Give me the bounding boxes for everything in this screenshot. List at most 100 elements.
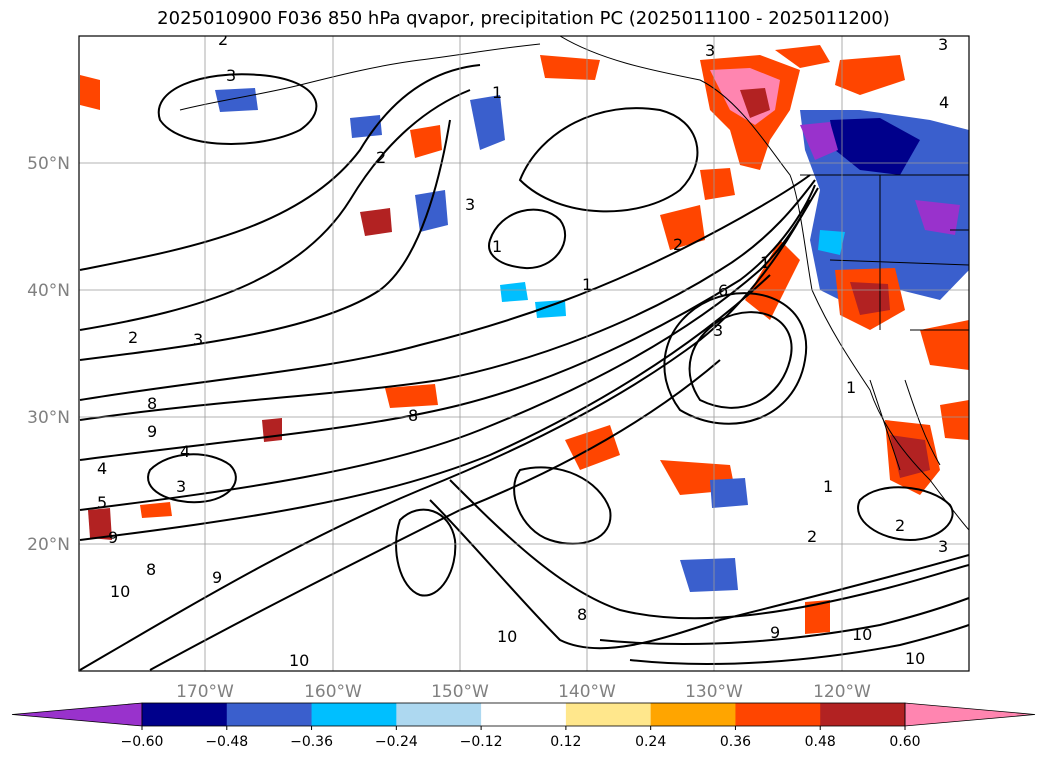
contour-line bbox=[147, 453, 237, 504]
contour-label: 9 bbox=[108, 528, 118, 547]
contour-label: 2 bbox=[673, 235, 683, 254]
precip-positive-region bbox=[835, 55, 905, 95]
coastline-alaska-chain bbox=[179, 43, 541, 111]
colorbar-segment bbox=[650, 703, 736, 726]
precip-positive-region bbox=[385, 384, 438, 408]
lon-label: 140°W bbox=[558, 682, 616, 702]
colorbar-extend-min bbox=[11, 702, 143, 727]
precip-negative-region bbox=[415, 190, 448, 232]
contour-label: 2 bbox=[376, 148, 386, 167]
colorbar bbox=[11, 702, 1036, 727]
contour-label: 10 bbox=[289, 651, 309, 670]
contour-label: 1 bbox=[823, 477, 833, 496]
contour-line bbox=[488, 208, 566, 270]
precip-negative-region bbox=[500, 282, 528, 302]
lon-label: 130°W bbox=[685, 682, 743, 702]
border-states bbox=[829, 175, 969, 331]
contour-label: 8 bbox=[146, 560, 156, 579]
colorbar-tick-label: 0.48 bbox=[805, 734, 836, 750]
precip-positive-region bbox=[262, 418, 282, 442]
coastline-baja bbox=[869, 379, 941, 471]
contour-label: 10 bbox=[905, 649, 925, 668]
graticule bbox=[79, 36, 969, 671]
contour-line bbox=[599, 597, 969, 646]
contour-label: 8 bbox=[408, 406, 418, 425]
contour-label: 4 bbox=[97, 459, 107, 478]
contour-line bbox=[449, 479, 969, 620]
precip-negative-region bbox=[680, 558, 738, 592]
contour-line bbox=[79, 174, 811, 401]
contour-line bbox=[429, 499, 969, 650]
precip-negative-region bbox=[350, 115, 382, 138]
lat-label: 30°N bbox=[27, 408, 70, 428]
precip-positive-region bbox=[410, 125, 442, 158]
precip-positive-region bbox=[920, 320, 969, 370]
colorbar-tick-label: −0.36 bbox=[290, 734, 333, 750]
precip-negative-region bbox=[215, 88, 258, 112]
contour-label: 2 bbox=[218, 30, 228, 49]
contour-line bbox=[663, 292, 808, 425]
precip-negative-region bbox=[535, 300, 566, 318]
colorbar-segment bbox=[565, 703, 652, 726]
colorbar-tick-label: −0.24 bbox=[375, 734, 418, 750]
contour-line bbox=[629, 624, 969, 666]
precip-positive-region bbox=[775, 45, 830, 68]
contour-label: 8 bbox=[147, 394, 157, 413]
contour-label: 9 bbox=[147, 422, 157, 441]
contour-line bbox=[688, 311, 793, 409]
precip-negative-region bbox=[470, 95, 505, 150]
qvapor-contours bbox=[79, 64, 969, 671]
contour-line bbox=[395, 508, 457, 597]
precip-positive-region bbox=[745, 240, 800, 320]
contour-label: 3 bbox=[938, 537, 948, 556]
colorbar-segment bbox=[396, 703, 482, 726]
colorbar-frame bbox=[141, 702, 906, 727]
contour-line bbox=[157, 73, 318, 145]
contour-label: 2 bbox=[895, 516, 905, 535]
contour-label: 3 bbox=[705, 41, 715, 60]
lat-label: 20°N bbox=[27, 535, 70, 555]
contour-label: 3 bbox=[465, 195, 475, 214]
contour-line bbox=[79, 187, 819, 511]
precip-positive-region bbox=[740, 88, 770, 118]
lon-label: 160°W bbox=[304, 682, 362, 702]
precip-negative-region bbox=[915, 200, 960, 235]
contour-label: 1 bbox=[492, 237, 502, 256]
contour-label: 5 bbox=[97, 493, 107, 512]
precip-positive-region bbox=[805, 600, 830, 634]
longitude-labels: 170°W 160°W 150°W 140°W 130°W 120°W bbox=[176, 682, 871, 702]
contour-label: 1 bbox=[492, 83, 502, 102]
contour-label: 10 bbox=[852, 625, 872, 644]
contour-label: 2 bbox=[128, 328, 138, 347]
precip-negative-region bbox=[710, 478, 748, 508]
contour-label: 3 bbox=[713, 321, 723, 340]
colorbar-segment bbox=[481, 703, 567, 726]
contour-line bbox=[79, 199, 811, 671]
precip-positive-region bbox=[360, 208, 392, 236]
colorbar-segment bbox=[142, 703, 228, 726]
coastlines bbox=[179, 36, 969, 531]
colorbar-segment bbox=[735, 703, 821, 726]
precip-positive-region bbox=[88, 508, 112, 540]
colorbar-segment bbox=[311, 703, 397, 726]
colorbar-tick-label: 0.12 bbox=[550, 734, 581, 750]
lon-label: 170°W bbox=[176, 682, 234, 702]
precip-positive-region bbox=[700, 168, 735, 200]
contour-label: 3 bbox=[193, 330, 203, 349]
colorbar-tick-label: 0.60 bbox=[889, 734, 920, 750]
contour-line bbox=[518, 107, 699, 213]
colorbar-labels: −0.60 −0.48 −0.36 −0.24 −0.12 0.12 0.24 0.36 0.4… bbox=[121, 726, 921, 750]
coastline-north-america bbox=[559, 36, 969, 531]
contour-label: 1 bbox=[582, 275, 592, 294]
precip-positive-region bbox=[660, 205, 705, 250]
contour-line bbox=[79, 179, 816, 421]
precip-negative-region bbox=[800, 122, 838, 160]
contour-line bbox=[857, 486, 954, 542]
colorbar-tick-label: 0.24 bbox=[635, 734, 666, 750]
precip-positive-region bbox=[940, 400, 969, 440]
lon-label: 120°W bbox=[813, 682, 871, 702]
contour-label: 6 bbox=[718, 281, 728, 300]
precip-positive-region bbox=[80, 75, 100, 110]
colorbar-segment bbox=[226, 703, 313, 726]
